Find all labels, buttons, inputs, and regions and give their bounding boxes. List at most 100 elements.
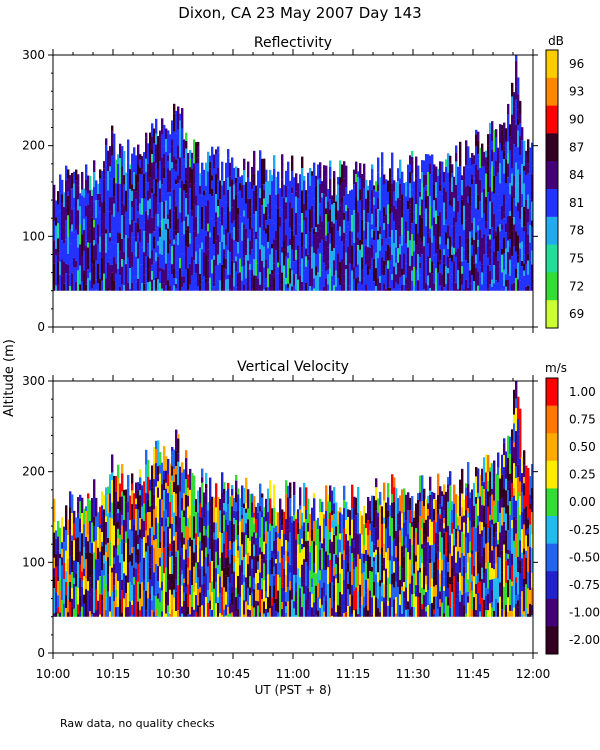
heatmap-cell xyxy=(465,140,468,166)
heatmap-cell xyxy=(187,247,190,269)
heatmap-cell xyxy=(481,192,484,218)
heatmap-cell xyxy=(75,210,78,230)
heatmap-cell xyxy=(479,267,482,277)
heatmap-cell xyxy=(447,477,450,485)
heatmap-cell xyxy=(57,566,60,577)
heatmap-cell xyxy=(347,247,350,265)
heatmap-cell xyxy=(465,279,468,291)
heatmap-cell xyxy=(115,496,118,514)
heatmap-cell xyxy=(231,157,234,180)
heatmap-cell xyxy=(491,161,494,167)
heatmap-cell xyxy=(513,447,516,464)
heatmap-cell xyxy=(129,244,132,269)
heatmap-cell xyxy=(517,235,520,256)
heatmap-cell xyxy=(261,551,264,560)
heatmap-cell xyxy=(87,590,90,612)
heatmap-cell xyxy=(293,202,296,226)
heatmap-cell xyxy=(521,535,524,553)
heatmap-cell xyxy=(499,596,502,617)
heatmap-cell xyxy=(465,524,468,538)
heatmap-cell xyxy=(369,590,372,597)
heatmap-cell xyxy=(177,218,180,233)
heatmap-cell xyxy=(139,242,142,265)
heatmap-cell xyxy=(427,616,430,617)
heatmap-cell xyxy=(485,150,488,158)
heatmap-cell xyxy=(93,187,96,202)
heatmap-cell xyxy=(193,552,196,567)
heatmap-cell xyxy=(415,561,418,586)
heatmap-cell xyxy=(289,564,292,573)
heatmap-cell xyxy=(75,586,78,608)
heatmap-cell xyxy=(389,168,392,192)
heatmap-cell xyxy=(85,559,88,579)
heatmap-cell xyxy=(475,129,478,135)
heatmap-cell xyxy=(233,240,236,263)
heatmap-cell xyxy=(517,118,520,126)
heatmap-cell xyxy=(431,521,434,545)
heatmap-cell xyxy=(515,431,518,449)
heatmap-cell xyxy=(531,201,534,221)
heatmap-cell xyxy=(235,271,238,288)
heatmap-cell xyxy=(467,513,470,518)
heatmap-cell xyxy=(287,220,290,246)
heatmap-cell xyxy=(161,534,164,553)
heatmap-cell xyxy=(77,199,80,211)
heatmap-cell xyxy=(291,155,294,172)
heatmap-cell xyxy=(171,146,174,163)
heatmap-cell xyxy=(183,183,186,191)
heatmap-cell xyxy=(225,615,228,617)
heatmap-cell xyxy=(323,596,326,612)
heatmap-cell xyxy=(447,172,450,183)
heatmap-cell xyxy=(93,516,96,527)
heatmap-cell xyxy=(299,552,302,578)
heatmap-cell xyxy=(241,240,244,259)
heatmap-cell xyxy=(181,108,184,129)
heatmap-cell xyxy=(113,203,116,217)
heatmap-cell xyxy=(451,254,454,262)
heatmap-cell xyxy=(207,249,210,261)
heatmap-cell xyxy=(433,613,436,617)
heatmap-cell xyxy=(371,189,374,214)
heatmap-cell xyxy=(229,598,232,604)
heatmap-cell xyxy=(245,278,248,291)
heatmap-cell xyxy=(261,184,264,206)
heatmap-cell xyxy=(263,601,266,614)
heatmap-cell xyxy=(513,175,516,199)
heatmap-cell xyxy=(285,612,288,617)
heatmap-cell xyxy=(411,563,414,576)
heatmap-cell xyxy=(257,561,260,570)
heatmap-cell xyxy=(175,551,178,557)
heatmap-cell xyxy=(151,564,154,587)
heatmap-cell xyxy=(411,150,414,157)
heatmap-cell xyxy=(59,612,62,617)
heatmap-cell xyxy=(85,552,88,560)
heatmap-cell xyxy=(451,173,454,178)
heatmap-cell xyxy=(323,169,326,195)
heatmap-cell xyxy=(201,482,204,508)
heatmap-cell xyxy=(127,199,130,220)
heatmap-cell xyxy=(191,242,194,257)
heatmap-cell xyxy=(167,526,170,547)
heatmap-cell xyxy=(191,275,194,291)
heatmap-cell xyxy=(393,266,396,289)
heatmap-cell xyxy=(319,541,322,550)
heatmap-cell xyxy=(123,238,126,253)
heatmap-cell xyxy=(159,137,162,161)
heatmap-cell xyxy=(181,235,184,254)
heatmap-cell xyxy=(195,544,198,563)
heatmap-cell xyxy=(227,279,230,291)
heatmap-cell xyxy=(497,147,500,168)
heatmap-cell xyxy=(175,556,178,580)
heatmap-cell xyxy=(263,289,266,291)
heatmap-cell xyxy=(117,555,120,581)
heatmap-cell xyxy=(285,592,288,602)
heatmap-cell xyxy=(131,266,134,283)
heatmap-cell xyxy=(169,481,172,502)
heatmap-cell xyxy=(531,572,534,588)
heatmap-cell xyxy=(205,504,208,530)
heatmap-cell xyxy=(129,495,132,521)
heatmap-cell xyxy=(251,289,254,291)
heatmap-cell xyxy=(147,598,150,617)
heatmap-cell xyxy=(465,583,468,593)
heatmap-cell xyxy=(421,587,424,605)
